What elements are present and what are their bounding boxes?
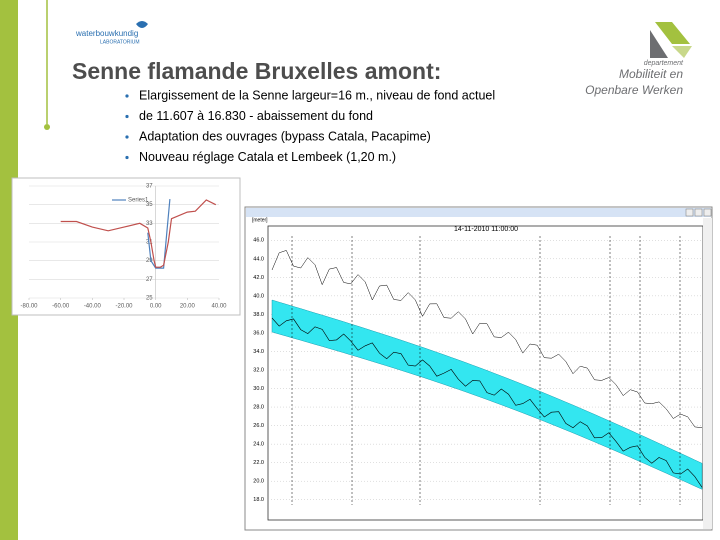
y-tick-label: 22.0 [253,460,264,466]
bank-profile [271,250,703,428]
y-tick-label: 42.0 [253,275,264,281]
water-band [271,299,703,490]
x-tick-label: 20.00 [180,304,196,310]
x-tick-label: -20.00 [115,304,133,310]
plot-unit: [meter] [252,217,268,223]
bullet-text: Adaptation des ouvrages (bypass Catala, … [139,129,431,143]
y-tick-label: 40.0 [253,293,264,299]
logo-right-line: Mobiliteit en [619,67,683,81]
y-tick-label: 31 [146,240,153,246]
y-tick-label: 36.0 [253,330,264,336]
y-tick-label: 18.0 [253,497,264,503]
bullet-text: Elargissement de la Senne largeur=16 m.,… [139,88,495,102]
x-tick-label: -80.00 [20,304,38,310]
x-tick-label: 40.00 [211,304,227,310]
series-line [147,199,171,269]
chart: 25 27 29 31 33 35 37 -80.00 -60.00 -40.00 -20.00 0.… [20,184,227,310]
slide-title: Senne flamande Bruxelles amont: [72,58,441,84]
x-tick-label: -40.00 [84,304,102,310]
series-line [60,199,217,268]
bullet-dot [125,114,129,119]
logo-icon [136,21,148,28]
accent-dot [44,124,50,130]
scrollbar [703,218,712,529]
y-tick-label: 26.0 [253,423,264,429]
window-button [694,208,703,217]
bullet-text: de 11.607 à 16.830 - abaissement du fond [139,109,373,123]
bullet-list: Elargissement de la Senne largeur=16 m.,… [125,88,495,164]
y-tick-label: 24.0 [253,442,264,448]
logo-left-sub: LABORATORIUM [100,39,140,45]
legend-label: Series1 [128,198,149,204]
y-tick-label: 30.0 [253,386,264,392]
y-tick-label: 28.0 [253,405,264,411]
bullet-dot [125,155,129,160]
y-tick-label: 44.0 [253,256,264,262]
bullet-dot [125,94,129,98]
bullet-text: Nouveau réglage Catala et Lembeek (1,20 … [139,150,396,164]
x-tick-label: -60.00 [52,304,70,310]
y-tick-label: 20.0 [253,479,264,485]
logo-shape [655,22,690,44]
side-stripe [0,0,18,540]
y-tick-label: 32.0 [253,367,264,373]
y-tick-label: 38.0 [253,312,264,318]
bullet-dot [125,135,129,139]
logo-left: waterbouwkundig [75,29,138,38]
y-tick-label: 25 [146,296,153,302]
x-tick-label: 0.00 [150,304,162,310]
y-tick-label: 29 [146,258,153,264]
y-tick-label: 37 [146,184,153,190]
y-tick-label: 33 [146,221,153,227]
y-tick-label: 46.0 [253,238,264,244]
logo-right-dept: departement [644,60,684,67]
window-button [685,208,694,217]
y-tick-label: 35 [146,202,153,208]
window-titlebar [246,208,711,217]
y-tick-label: 34.0 [253,349,264,355]
logo-shape [650,30,668,58]
logo-shape [672,46,692,58]
logo-right-line: Openbare Werken [585,83,683,97]
chart-frame [11,177,241,316]
plot-timestamp: 14-11-2010 11:00:00 [454,226,518,233]
profile-plot: 46.0 44.0 42.0 40.0 38.0 36.0 34.0 32.0 30.0 28.0… [253,236,703,505]
y-tick-label: 27 [146,277,153,283]
window-button [703,208,712,217]
bed-profile [271,317,703,488]
